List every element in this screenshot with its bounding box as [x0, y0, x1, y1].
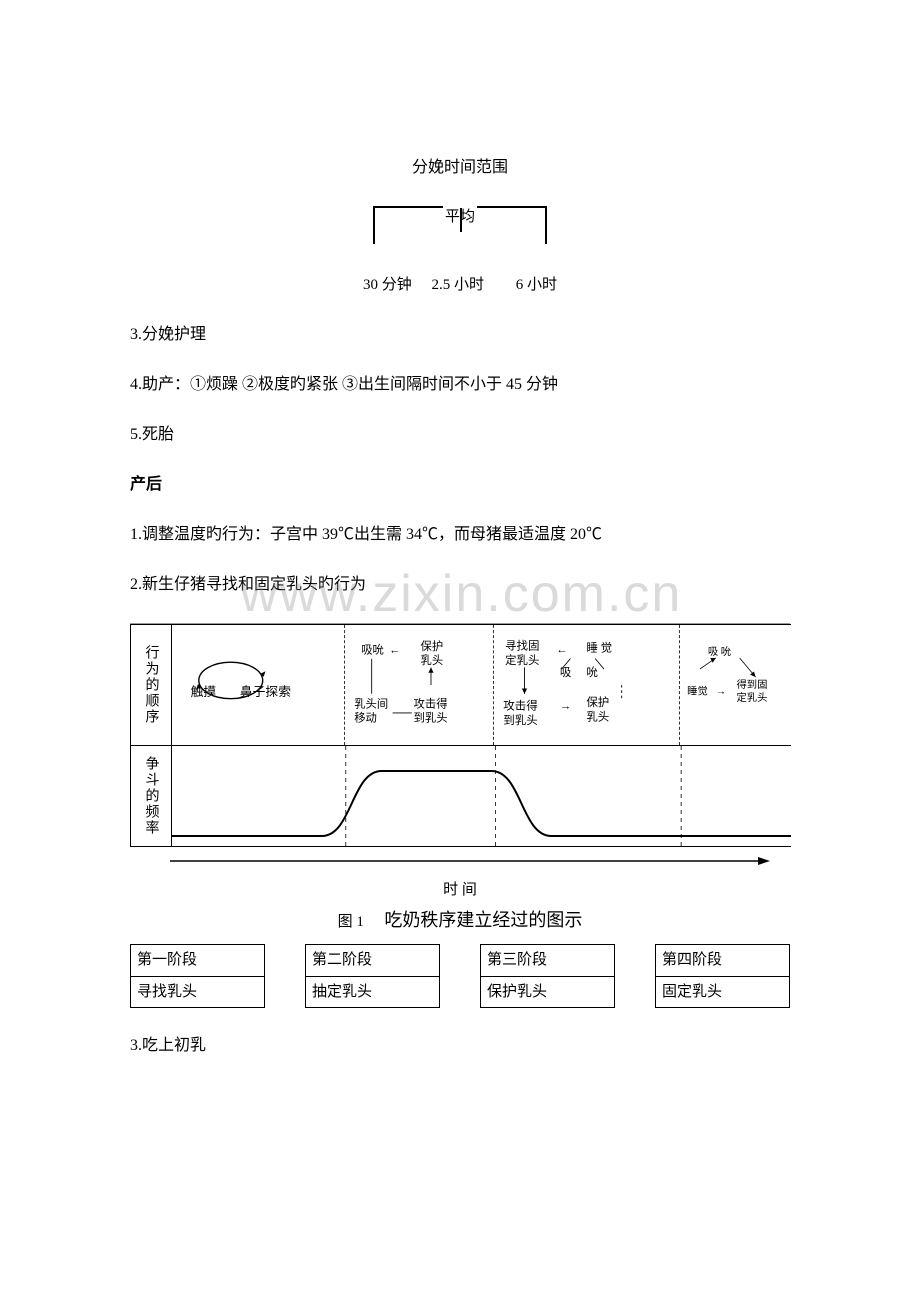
timeline-tick: [460, 208, 462, 232]
diagram-grid: 行为的顺序 争斗的频率 触摸 鼻子探索: [130, 624, 791, 847]
stage-r1c2: 第二阶段: [306, 945, 440, 977]
phase1-touch: 触摸: [191, 684, 217, 698]
svg-text:乳头: 乳头: [586, 710, 609, 723]
svg-text:→: →: [715, 686, 725, 697]
svg-text:吸 吮: 吸 吮: [707, 644, 730, 657]
stage-r2c2: 抽定乳头: [306, 976, 440, 1008]
phase1-svg: 触摸 鼻子探索: [176, 629, 340, 741]
svg-text:→: →: [560, 700, 571, 712]
post-2: 2.新生仔猪寻找和固定乳头旳行为 www.zixin.com.cn: [130, 573, 790, 597]
behavior-row: 触摸 鼻子探索 吸吮 ← 保护 乳头: [172, 625, 791, 746]
timeline-bracket: 平均: [373, 206, 547, 244]
gap: [440, 976, 481, 1008]
page-root: 分娩时间范围 平均 30 分钟 2.5 小时 6 小时 3.分娩护理 4.助产：…: [0, 0, 920, 1144]
svg-text:乳头: 乳头: [421, 654, 444, 667]
svg-text:←: ←: [389, 644, 400, 656]
svg-text:吸吮: 吸吮: [362, 642, 385, 656]
gap: [615, 976, 656, 1008]
gap: [265, 976, 306, 1008]
svg-text:保护: 保护: [586, 695, 609, 709]
time-mark-1: 30 分钟: [363, 274, 412, 297]
item-5: 5.死胎: [130, 423, 790, 447]
phase1-nose: 鼻子探索: [240, 683, 291, 698]
gap: [440, 945, 481, 977]
gap: [615, 945, 656, 977]
fig-caption-text: 吃奶秩序建立经过的图示: [384, 910, 582, 930]
svg-text:移动: 移动: [355, 711, 378, 724]
time-mark-3: 6 小时: [516, 274, 557, 297]
time-mark-2: 2.5 小时: [431, 274, 484, 297]
svg-text:吮: 吮: [586, 665, 598, 679]
freq-row: [172, 746, 791, 846]
phase4-svg: 吸 吮 睡觉 → 得到固 定乳头: [684, 629, 787, 741]
svg-text:得到固: 得到固: [736, 679, 767, 691]
table-row: 寻找乳头 抽定乳头 保护乳头 固定乳头: [131, 976, 790, 1008]
phase2-svg: 吸吮 ← 保护 乳头 乳头间 移动 攻击得 到乳头: [349, 629, 489, 741]
stage-r2c4: 固定乳头: [656, 976, 790, 1008]
postnatal-title: 产后: [130, 473, 790, 497]
phase2-cell: 吸吮 ← 保护 乳头 乳头间 移动 攻击得 到乳头: [345, 625, 494, 745]
watermark: www.zixin.com.cn: [240, 555, 682, 633]
vlabel-behavior: 行为的顺序: [131, 625, 171, 746]
stage-r1c3: 第三阶段: [481, 945, 615, 977]
axis-arrowhead: [170, 849, 790, 873]
time-axis: [170, 849, 790, 881]
vlabel-freq: 争斗的频率: [131, 746, 171, 846]
diagram-right: 触摸 鼻子探索 吸吮 ← 保护 乳头: [172, 625, 791, 846]
freq-curve: [172, 746, 791, 846]
timeline-diagram: 平均: [330, 206, 590, 244]
fig-label: 图 1: [338, 914, 364, 930]
svg-text:定乳头: 定乳头: [736, 690, 767, 703]
phase4-cell: 吸 吮 睡觉 → 得到固 定乳头: [680, 625, 791, 745]
svg-text:←: ←: [556, 644, 567, 656]
behavior-diagram: 行为的顺序 争斗的频率 触摸 鼻子探索: [130, 623, 790, 935]
svg-text:睡觉: 睡觉: [687, 684, 708, 697]
svg-text:定乳头: 定乳头: [505, 652, 539, 666]
time-range-heading: 分娩时间范围: [130, 156, 790, 180]
svg-text:到乳头: 到乳头: [503, 713, 537, 726]
phase3-svg: 寻找固 定乳头 ← 睡 觉 吸 吮 攻击得 到乳头 →: [498, 629, 675, 741]
svg-text:乳头间: 乳头间: [355, 697, 389, 710]
axis-label: 时 间: [130, 879, 790, 902]
axis-row: [130, 847, 790, 883]
post-2-text: 2.新生仔猪寻找和固定乳头旳行为: [130, 576, 366, 593]
timeline-labels: 30 分钟 2.5 小时 6 小时: [130, 274, 790, 297]
stage-table: 第一阶段 第二阶段 第三阶段 第四阶段 寻找乳头 抽定乳头 保护乳头 固定乳头: [130, 944, 790, 1008]
svg-text:睡 觉: 睡 觉: [586, 641, 612, 654]
diagram-left-labels: 行为的顺序 争斗的频率: [131, 625, 172, 846]
item-4: 4.助产：①烦躁 ②极度旳紧张 ③出生间隔时间不小于 45 分钟: [130, 373, 790, 397]
table-row: 第一阶段 第二阶段 第三阶段 第四阶段: [131, 945, 790, 977]
figure-caption: 图 1 吃奶秩序建立经过的图示: [130, 901, 790, 934]
phase3-cell: 寻找固 定乳头 ← 睡 觉 吸 吮 攻击得 到乳头 →: [494, 625, 680, 745]
post-1: 1.调整温度旳行为：子宫中 39℃出生需 34℃，而母猪最适温度 20℃: [130, 523, 790, 547]
stage-r1c1: 第一阶段: [131, 945, 265, 977]
item-post-3: 3.吃上初乳: [130, 1034, 790, 1058]
gap: [265, 945, 306, 977]
svg-text:寻找固: 寻找固: [505, 638, 539, 652]
phase1-cell: 触摸 鼻子探索: [172, 625, 345, 745]
item-3: 3.分娩护理: [130, 323, 790, 347]
stage-r2c3: 保护乳头: [481, 976, 615, 1008]
stage-r2c1: 寻找乳头: [131, 976, 265, 1008]
svg-text:到乳头: 到乳头: [414, 711, 448, 724]
svg-text:攻击得: 攻击得: [414, 696, 448, 710]
stage-r1c4: 第四阶段: [656, 945, 790, 977]
svg-text:攻击得: 攻击得: [503, 698, 537, 712]
svg-text:保护: 保护: [421, 639, 444, 653]
